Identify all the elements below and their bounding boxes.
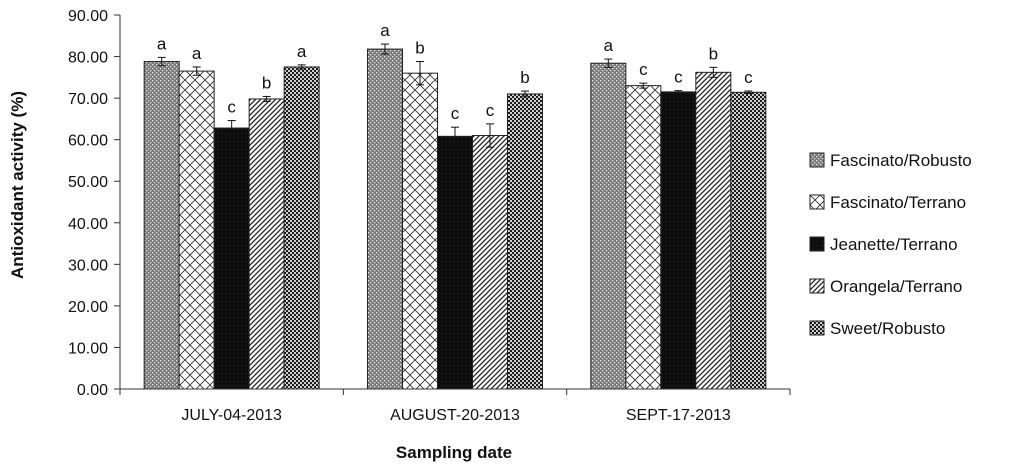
bar [507,93,543,390]
y-tick-label: 10.00 [68,340,108,357]
y-tick-label: 80.00 [68,50,108,67]
bar [248,98,285,390]
legend-label: Fascinato/Terrano [830,193,966,212]
legend-swatch [809,194,825,210]
significance-letter: c [451,104,460,123]
legend: Fascinato/Robusto Fascinato/Terrano Jeanet… [809,151,972,338]
y-tick-label: 70.00 [68,91,108,108]
legend-swatch [809,236,825,252]
significance-letter: b [520,68,529,87]
significance-letter: a [380,21,390,40]
axes [119,15,791,395]
significance-letter: b [415,39,424,58]
y-tick-label: 50.00 [68,174,108,191]
bar [283,66,320,390]
significance-letter: c [639,60,648,79]
bar [437,135,473,390]
y-tick-label: 30.00 [68,257,108,274]
y-axis-ticks: 0.00 10.00 20.00 30.00 40.00 50.00 60.00 70.00 8… [68,8,120,399]
significance-letter: a [157,34,167,53]
y-tick-label: 40.00 [68,216,108,233]
legend-label: Fascinato/Robusto [830,151,972,170]
significance-letter: c [674,68,683,87]
y-tick-label: 90.00 [68,8,108,25]
y-tick-label: 0.00 [77,382,108,399]
bars: a a c b a a b c c b a c c b c [143,21,767,390]
legend-label: Orangela/Terrano [830,277,962,296]
legend-label: Jeanette/Terrano [830,235,958,254]
bar [143,61,180,390]
x-axis-title: Sampling date [396,443,512,462]
bar [590,62,627,390]
bar [213,127,250,390]
bar [625,85,662,390]
x-tick-label: AUGUST-20-2013 [390,407,520,424]
significance-letter: a [297,42,307,61]
legend-swatch [809,320,825,336]
bar [367,48,403,390]
legend-swatch [809,152,825,168]
significance-letter: c [227,98,236,117]
bar [660,91,697,390]
y-tick-label: 20.00 [68,299,108,316]
y-tick-label: 60.00 [68,133,108,150]
legend-swatch [809,278,825,294]
bar [730,91,767,390]
significance-letter: b [262,73,271,92]
bar [402,72,438,390]
legend-label: Sweet/Robusto [830,319,945,338]
bar [178,70,215,390]
y-axis-title: Antioxidant activity (%) [8,91,27,279]
x-tick-label: SEPT-17-2013 [626,407,731,424]
significance-letter: c [486,101,495,120]
significance-letter: a [192,44,202,63]
significance-letter: a [604,36,614,55]
significance-letter: b [709,44,718,63]
bar [695,71,732,390]
bar [472,135,508,390]
x-tick-label: JULY-04-2013 [181,407,282,424]
significance-letter: c [744,68,753,87]
x-axis-tick-labels: JULY-04-2013 AUGUST-20-2013 SEPT-17-2013 [181,407,731,424]
